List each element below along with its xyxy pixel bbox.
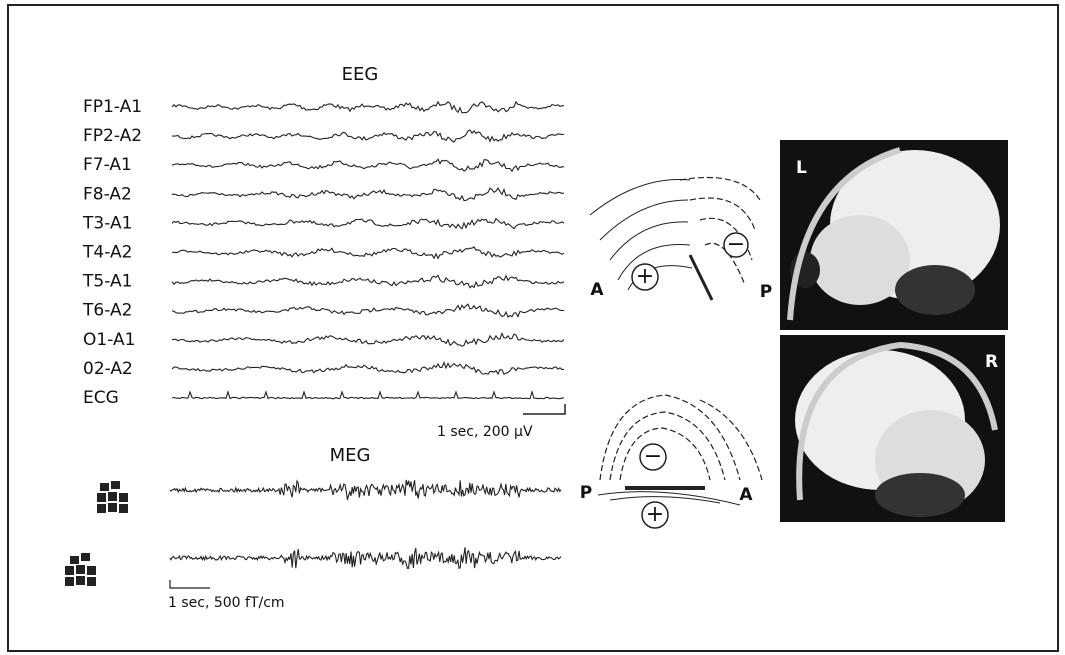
- channel-label: T6-A2: [82, 301, 132, 321]
- mri-upper: L: [780, 140, 1008, 330]
- map-label: P: [760, 282, 772, 302]
- figure: EEG FP1-A1 FP2-A2 F7-A1 F8-A2 T3-A1 T4-A2 T5-A…: [0, 0, 1065, 655]
- channel-label: F8-A2: [83, 184, 132, 204]
- mri-label: R: [985, 352, 998, 372]
- mri-label: L: [796, 158, 807, 178]
- positive-pole: +: [646, 502, 664, 527]
- channel-label: O1-A1: [83, 330, 135, 350]
- negative-pole: −: [727, 232, 745, 257]
- channel-label: FP1-A1: [83, 97, 142, 117]
- mri-lower: R: [780, 335, 1005, 522]
- channel-label: F7-A1: [83, 155, 132, 175]
- map-label: P: [580, 483, 592, 503]
- positive-pole: +: [636, 264, 654, 289]
- eeg-scale-label: 1 sec, 200 μV: [437, 424, 533, 440]
- channel-label: T3-A1: [82, 213, 132, 233]
- meg-scale-label: 1 sec, 500 fT/cm: [168, 595, 285, 611]
- channel-label: T5-A1: [82, 272, 132, 292]
- channel-label: ECG: [83, 388, 119, 408]
- map-label: A: [739, 485, 753, 505]
- channel-label: T4-A2: [82, 243, 132, 263]
- eeg-title: EEG: [342, 64, 379, 85]
- channel-label: FP2-A2: [83, 126, 142, 146]
- channel-label: 02-A2: [83, 359, 133, 379]
- meg-title: MEG: [330, 445, 371, 466]
- negative-pole: −: [644, 444, 662, 469]
- map-label: A: [590, 280, 604, 300]
